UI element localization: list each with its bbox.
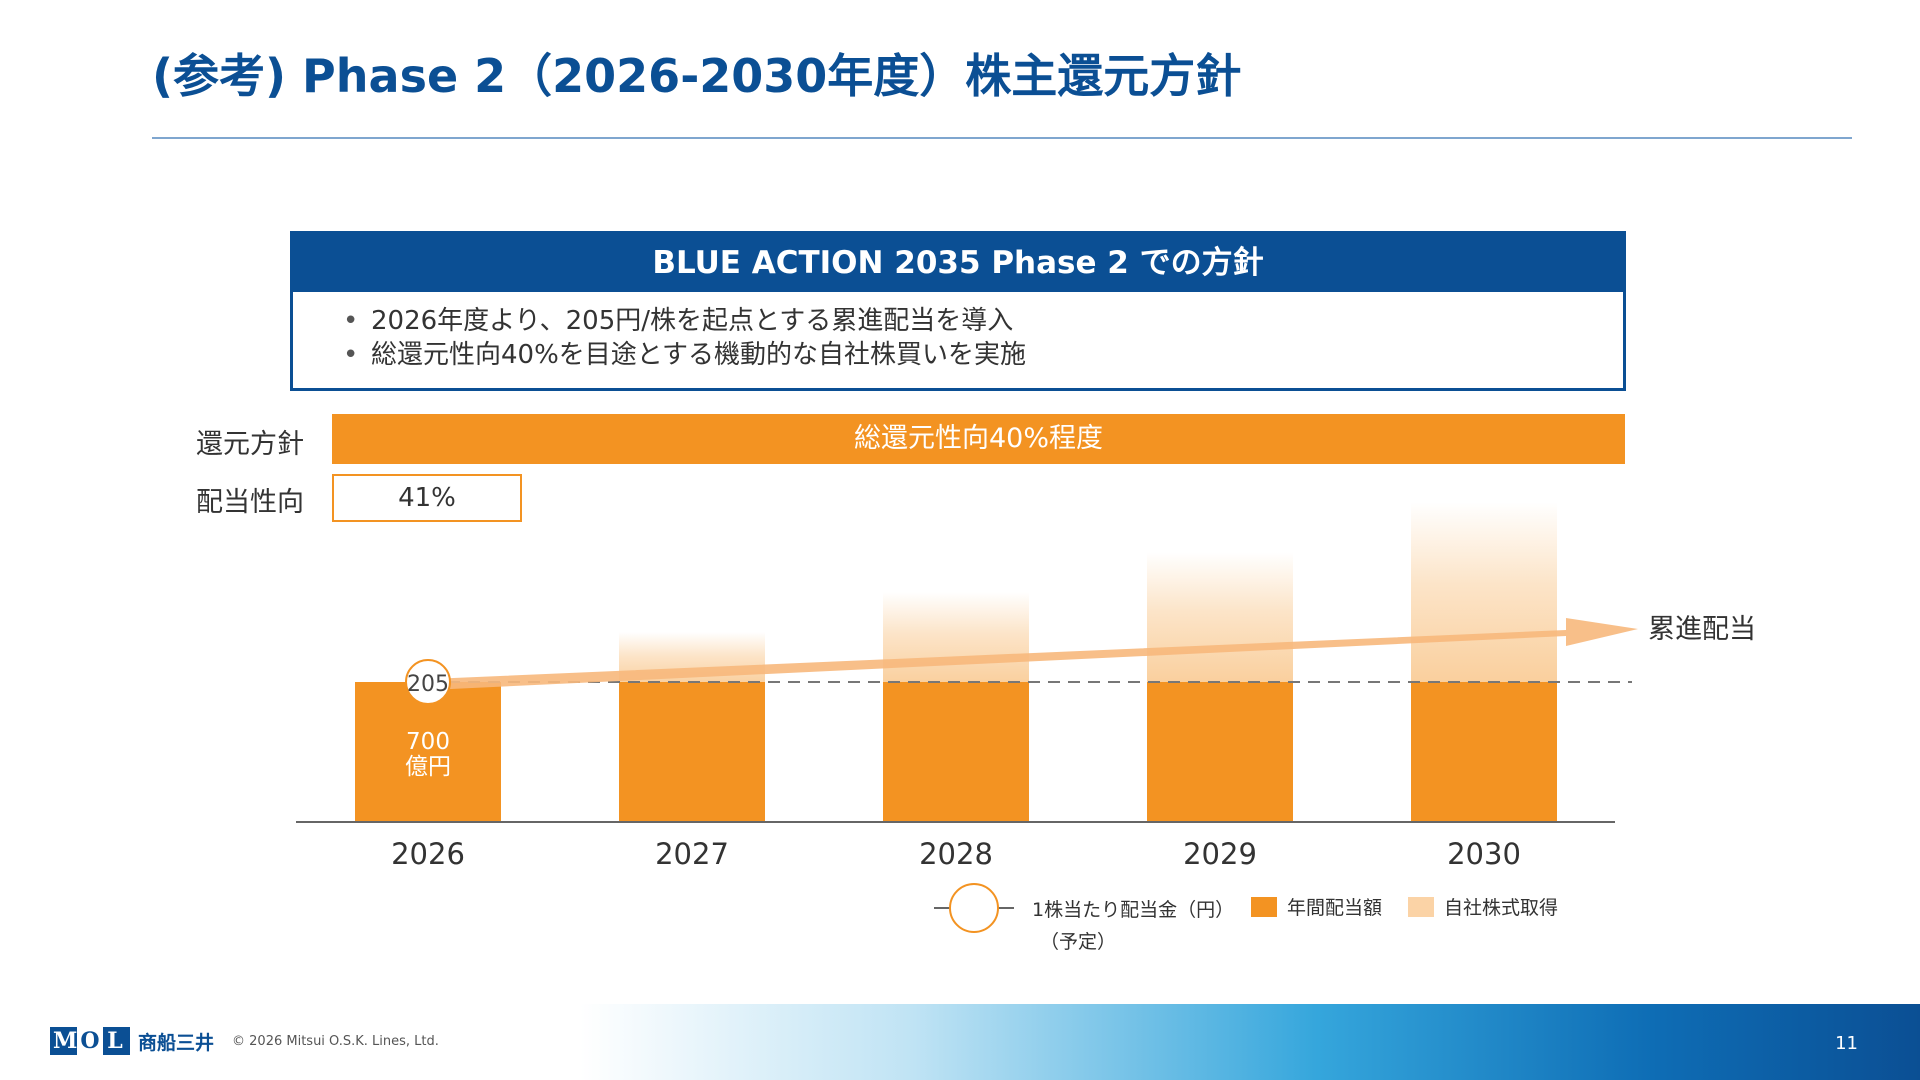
x-tick-label-2028: 2028 [919, 837, 993, 871]
legend-label-annual-dividend: 年間配当額 [1287, 897, 1382, 919]
payout-ratio-label: 配当性向 [196, 487, 304, 518]
x-tick-label-2030: 2030 [1447, 837, 1521, 871]
title-divider [152, 137, 1852, 139]
footer-band [580, 1004, 1920, 1080]
copyright-text: © 2026 Mitsui O.S.K. Lines, Ltd. [232, 1033, 439, 1049]
bar-buyback-2028 [883, 592, 1029, 686]
policy-bullet-list: 2026年度より、205円/株を起点とする累進配当を導入 総還元性向40%を目途… [293, 304, 1623, 372]
x-tick-label-2029: 2029 [1183, 837, 1257, 871]
page-number: 11 [1835, 1033, 1858, 1054]
logo-letter: L [107, 1028, 123, 1054]
dividend-total-unit: 億円 [405, 754, 451, 780]
legend-swatch-buyback [1408, 897, 1434, 917]
legend-swatch-annual-dividend [1251, 897, 1277, 917]
bar-annual-dividend-2030 [1411, 682, 1557, 822]
return-policy-bar: 総還元性向40%程度 [332, 414, 1625, 464]
x-tick-label-2027: 2027 [655, 837, 729, 871]
progressive-dividend-arrow [430, 618, 1638, 690]
bar-buyback-2030 [1411, 502, 1557, 686]
legend-marker-sublabel: （予定） [1040, 931, 1116, 953]
bar-buyback-2029 [1147, 552, 1293, 686]
legend-label-buyback: 自社株式取得 [1444, 897, 1558, 919]
dividend-per-share-value: 205 [407, 672, 449, 697]
policy-bullet: 2026年度より、205円/株を起点とする累進配当を導入 [343, 304, 1623, 338]
policy-bullet: 総還元性向40%を目途とする機動的な自社株買いを実施 [343, 338, 1623, 372]
policy-box-header: BLUE ACTION 2035 Phase 2 での方針 [293, 234, 1623, 292]
bar-annual-dividend-2028 [883, 682, 1029, 822]
dividend-per-share-marker [405, 659, 451, 705]
logo-letter: M [53, 1028, 78, 1054]
x-tick-label-2026: 2026 [391, 837, 465, 871]
bar-annual-dividend-2026 [355, 682, 501, 822]
dividend-total-value: 700 [406, 729, 450, 755]
dividend-chart: 2026 2027 2028 2029 2030 205 700 億円 累進配当 1株当… [296, 502, 1756, 953]
legend-marker-circle [949, 883, 999, 933]
bar-annual-dividend-2029 [1147, 682, 1293, 822]
policy-box: BLUE ACTION 2035 Phase 2 での方針 2026年度より、2… [290, 231, 1626, 391]
logo-company-name: 商船三井 [138, 1031, 215, 1054]
mol-logo-mark: M O L [50, 1027, 130, 1055]
payout-ratio-box: 41% [332, 474, 522, 522]
return-policy-label: 還元方針 [196, 429, 304, 460]
page-title: (参考) Phase 2（2026-2030年度）株主還元方針 [152, 49, 1242, 103]
trend-label: 累進配当 [1648, 614, 1756, 645]
logo-letter: O [77, 1027, 103, 1055]
footer-logo: M O L 商船三井 © 2026 Mitsui O.S.K. Lines, L… [50, 1027, 439, 1055]
legend-marker-label: 1株当たり配当金（円） [1032, 899, 1234, 921]
bar-annual-dividend-2027 [619, 682, 765, 822]
